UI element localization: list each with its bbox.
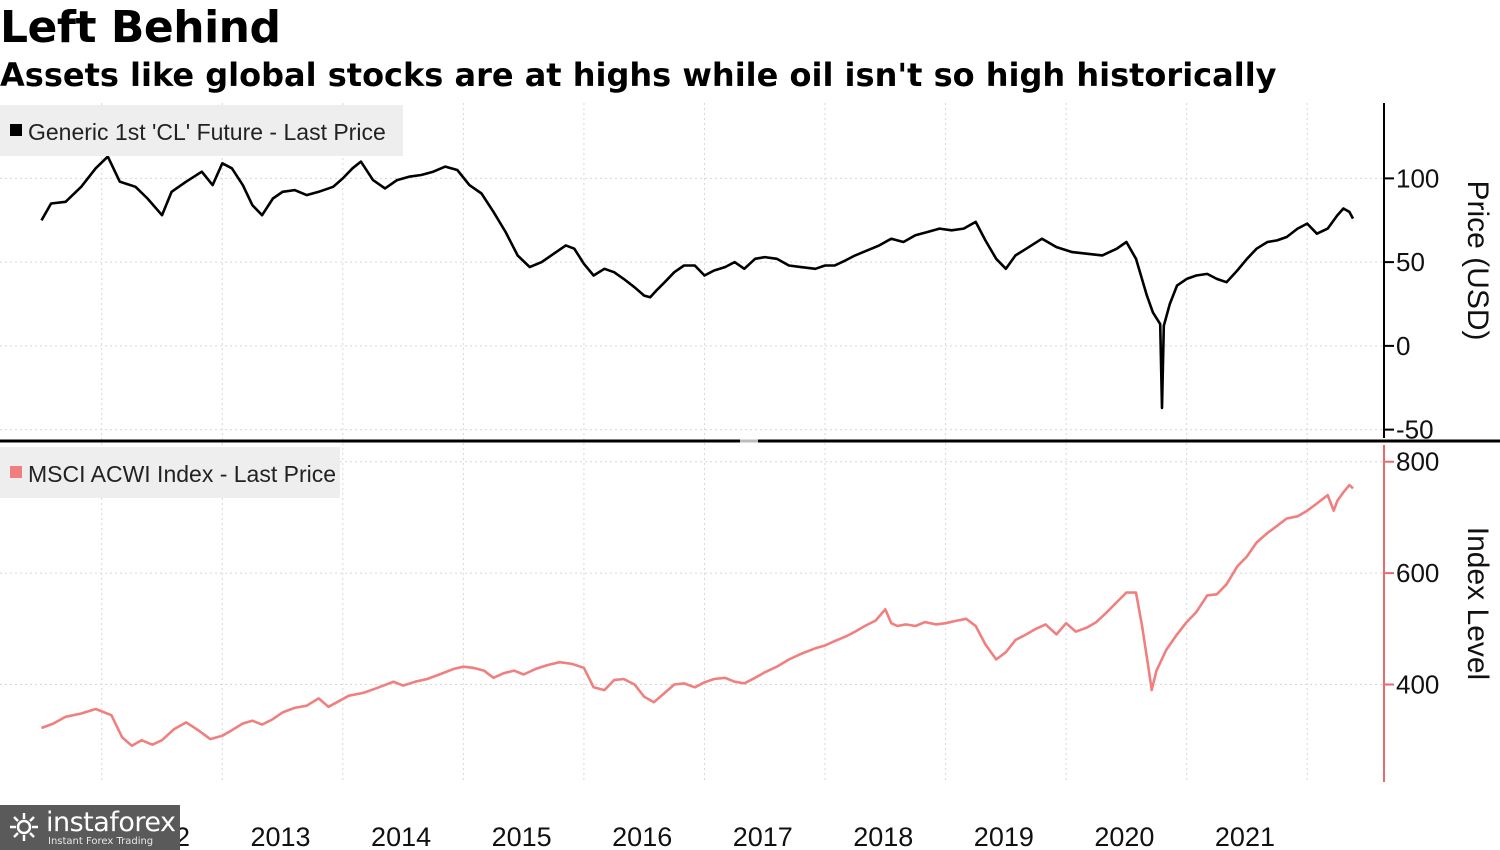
watermark-tagline: Instant Forex Trading: [48, 836, 154, 847]
x-tick-label: 2017: [733, 822, 793, 850]
x-tick-label: 2014: [371, 822, 431, 850]
series-layer: [40, 155, 1355, 748]
chart-title: Left Behind: [0, 2, 281, 53]
y-tick-label: 400: [1396, 670, 1439, 700]
x-tick-label: 2019: [974, 822, 1034, 850]
y-tick-label: 100: [1396, 163, 1439, 193]
legend-swatch: [10, 124, 22, 136]
legend-label: MSCI ACWI Index - Last Price: [28, 461, 336, 487]
y-axis-title: Index Level: [1461, 527, 1494, 680]
watermark-brand: instaforex: [46, 807, 176, 838]
legend-layer: Generic 1st 'CL' Future - Last Price MSCI…: [0, 105, 403, 498]
legend-box: [0, 447, 340, 498]
y-tick-label: 600: [1396, 558, 1439, 588]
instaforex-logo-icon: [10, 813, 38, 841]
legend-label: Generic 1st 'CL' Future - Last Price: [28, 119, 386, 145]
x-tick-label: 2018: [853, 822, 913, 850]
y-tick-label: 800: [1396, 447, 1439, 477]
x-tick-label: 2020: [1094, 822, 1154, 850]
y-axis-title: Price (USD): [1461, 180, 1494, 340]
series-line: [41, 483, 1354, 748]
x-tick-label: 2013: [251, 822, 311, 850]
axis-layer: [0, 103, 1500, 782]
y-tick-label: -50: [1396, 415, 1434, 445]
y-tick-label: 0: [1396, 331, 1410, 361]
legend-swatch: [10, 466, 22, 478]
watermark-badge: instaforex Instant Forex Trading: [0, 805, 180, 850]
x-tick-label: 2021: [1215, 822, 1275, 850]
label-layer: -50 0 50 100 Price (USD) 400 600 800 Index Level…: [130, 163, 1494, 850]
series-line: [40, 155, 1355, 410]
x-tick-label: 2015: [492, 822, 552, 850]
x-tick-label: 2016: [612, 822, 672, 850]
legend-box: [0, 105, 403, 156]
y-tick-label: 50: [1396, 247, 1425, 277]
chart-subtitle: Assets like global stocks are at highs w…: [0, 56, 1277, 94]
